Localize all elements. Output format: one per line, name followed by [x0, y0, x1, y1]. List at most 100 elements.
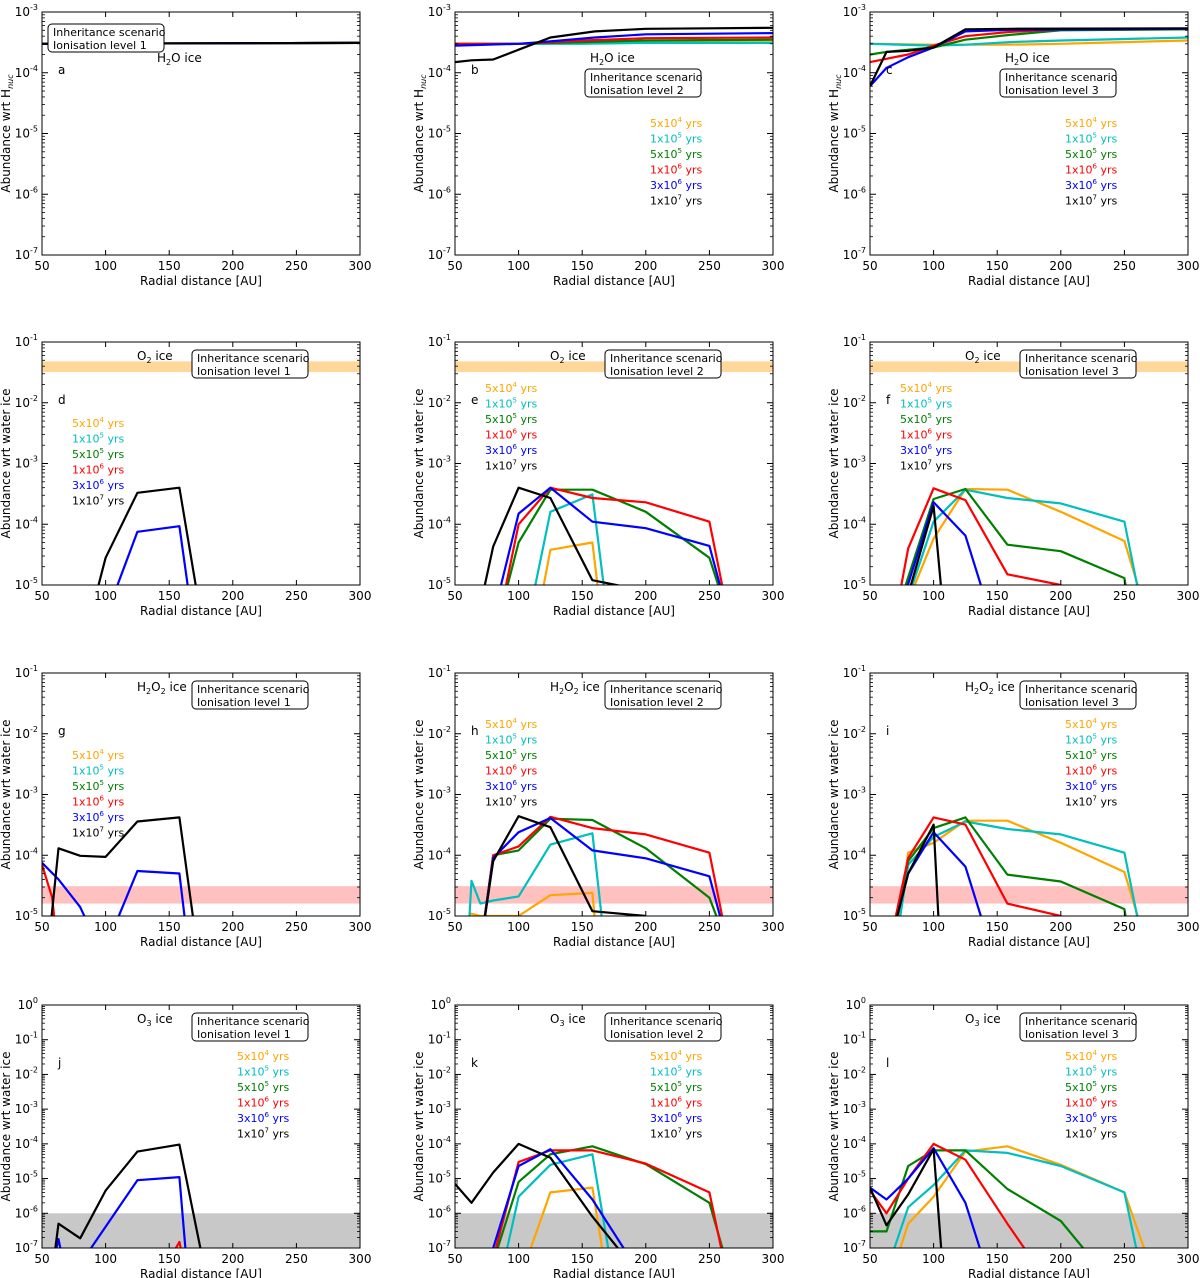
legend-entry: 1x106 yrs — [485, 764, 538, 778]
y-axis-label: Abundance wrt Hnuc — [827, 74, 843, 193]
x-tick-label: 100 — [922, 589, 945, 603]
y-tick-label: 10-4 — [15, 846, 38, 862]
legend-entry: 1x107 yrs — [900, 459, 953, 473]
x-tick-label: 250 — [698, 1252, 721, 1266]
ionisation-line: Ionisation level 3 — [1025, 365, 1119, 378]
legend-entry: 5x105 yrs — [485, 748, 538, 762]
series-line-1x10-7-yrs — [896, 823, 940, 916]
x-axis-label: Radial distance [AU] — [140, 935, 262, 949]
panel-letter: a — [58, 63, 65, 77]
x-axis-label: Radial distance [AU] — [553, 935, 675, 949]
scenario-line: Inheritance scenario — [610, 352, 723, 365]
species-label: H2O2 ice — [550, 680, 600, 696]
y-axis-label: Abundance wrt Hnuc — [0, 74, 15, 193]
y-tick-label: 10-5 — [843, 125, 866, 141]
panel-b: 50 100 150 200 250 300 10-7 10-6 10-5 10-4 10-3 Rad… — [412, 3, 784, 288]
legend-entry: 5x105 yrs — [1065, 147, 1118, 161]
y-tick-label: 10-5 — [428, 907, 451, 923]
legend-entry: 5x105 yrs — [650, 147, 703, 161]
x-tick-label: 200 — [634, 1252, 657, 1266]
panel-letter: k — [471, 1056, 478, 1070]
legend-entry: 5x104 yrs — [650, 1049, 703, 1063]
legend-entry: 1x105 yrs — [1065, 733, 1118, 747]
y-tick-label: 10-3 — [428, 3, 451, 19]
y-tick-label: 10-3 — [15, 3, 38, 19]
x-tick-label: 200 — [1049, 1252, 1072, 1266]
y-tick-label: 10-7 — [15, 246, 38, 262]
y-tick-label: 10-6 — [843, 1204, 866, 1220]
ionisation-line: Ionisation level 2 — [590, 84, 684, 97]
plot-frame — [454, 1004, 774, 1249]
x-tick-label: 50 — [862, 589, 877, 603]
y-axis-label: Abundance wrt water ice — [0, 389, 13, 539]
series-line-1x10-7-yrs — [50, 816, 194, 916]
panel-letter: j — [57, 1056, 61, 1070]
legend-entry: 1x105 yrs — [72, 764, 125, 778]
series-line-3x10-6-yrs — [870, 1147, 981, 1248]
legend-entry: 1x105 yrs — [72, 432, 125, 446]
y-tick-label: 10-2 — [428, 1065, 451, 1081]
series-group — [483, 486, 724, 585]
y-tick-label: 10-4 — [843, 1135, 866, 1151]
series-line-1x10-5-yrs — [893, 1149, 1138, 1248]
x-tick-label: 100 — [922, 259, 945, 273]
y-tick-label: 10-7 — [15, 1239, 38, 1255]
legend-entry: 5x105 yrs — [237, 1080, 290, 1094]
legend-entry: 1x107 yrs — [1065, 194, 1118, 208]
series-line-1x10-6-yrs — [894, 816, 1063, 916]
ionisation-line: Ionisation level 1 — [197, 365, 291, 378]
series-group — [900, 487, 1139, 585]
x-axis-label: Radial distance [AU] — [140, 274, 262, 288]
series-group — [468, 815, 724, 916]
panel-letter: b — [471, 63, 479, 77]
x-tick-label: 200 — [1049, 920, 1072, 934]
series-group — [455, 1142, 724, 1248]
scenario-line: Inheritance scenario — [1005, 71, 1118, 84]
series-group — [42, 816, 194, 916]
scenario-box — [1019, 1012, 1137, 1042]
y-axis-label: Abundance wrt water ice — [827, 389, 841, 539]
series-line-1x10-5-yrs — [911, 488, 1139, 585]
y-tick-label: 10-6 — [428, 1204, 451, 1220]
x-tick-label: 100 — [507, 920, 530, 934]
legend-entry: 1x106 yrs — [900, 428, 953, 442]
panel-letter: l — [886, 1056, 889, 1070]
x-tick-label: 300 — [349, 1252, 372, 1266]
scenario-box — [191, 349, 309, 379]
y-tick-label: 10-4 — [843, 64, 866, 80]
legend-entry: 5x105 yrs — [72, 779, 125, 793]
x-tick-label: 250 — [698, 259, 721, 273]
y-tick-label: 10-4 — [15, 515, 38, 531]
x-tick-label: 50 — [447, 259, 462, 273]
y-axis-label: Abundance wrt water ice — [827, 720, 841, 870]
y-tick-label: 10-2 — [15, 1065, 38, 1081]
legend-entry: 1x106 yrs — [650, 1096, 703, 1110]
legend-entry: 3x106 yrs — [650, 178, 703, 192]
species-label: H2O2 ice — [965, 680, 1015, 696]
x-tick-label: 200 — [1049, 259, 1072, 273]
series-line-1x10-7-yrs — [909, 504, 942, 585]
series-line-1x10-6-yrs — [504, 486, 724, 585]
y-tick-label: 10-1 — [428, 1031, 451, 1047]
scenario-box — [584, 68, 702, 98]
legend-entry: 5x105 yrs — [72, 447, 125, 461]
scenario-box — [47, 23, 165, 53]
y-axis-label: Abundance wrt water ice — [412, 720, 426, 870]
series-line-1x10-7-yrs — [455, 1142, 620, 1248]
y-tick-label: 10-5 — [428, 125, 451, 141]
panel-h: 50 100 150 200 250 300 10-5 10-4 10-3 10-2 10-1 Rad… — [412, 664, 784, 949]
ionisation-line: Ionisation level 3 — [1025, 696, 1119, 709]
legend-entry: 5x105 yrs — [485, 412, 538, 426]
legend-entry: 3x106 yrs — [1065, 1111, 1118, 1125]
y-tick-label: 10-5 — [15, 907, 38, 923]
scenario-line: Inheritance scenario — [197, 1015, 310, 1028]
legend-entry: 5x105 yrs — [650, 1080, 703, 1094]
species-label: O2 ice — [550, 349, 586, 365]
panel-letter: f — [886, 393, 891, 407]
legend-entry: 1x105 yrs — [1065, 1065, 1118, 1079]
x-tick-label: 250 — [285, 259, 308, 273]
series-line-3x10-6-yrs — [491, 1148, 625, 1248]
y-tick-label: 10-6 — [15, 1204, 38, 1220]
legend-entry: 1x105 yrs — [485, 397, 538, 411]
series-line-1x10-5-yrs — [899, 820, 1139, 916]
